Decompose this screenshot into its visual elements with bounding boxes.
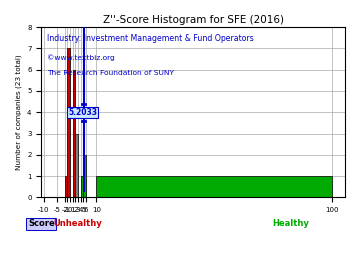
- Bar: [65, 176, 67, 197]
- Text: 5.2033: 5.2033: [68, 108, 97, 117]
- Bar: [96, 176, 332, 197]
- Text: Unhealthy: Unhealthy: [53, 220, 102, 228]
- Title: Z''-Score Histogram for SFE (2016): Z''-Score Histogram for SFE (2016): [103, 15, 284, 25]
- Bar: [67, 48, 70, 197]
- Bar: [73, 70, 75, 197]
- Text: Healthy: Healthy: [272, 220, 309, 228]
- Bar: [75, 134, 78, 197]
- Text: ©www.textbiz.org: ©www.textbiz.org: [47, 54, 114, 61]
- Text: The Research Foundation of SUNY: The Research Foundation of SUNY: [47, 70, 174, 76]
- Y-axis label: Number of companies (23 total): Number of companies (23 total): [15, 55, 22, 170]
- Bar: [83, 155, 86, 197]
- Text: Industry: Investment Management & Fund Operators: Industry: Investment Management & Fund O…: [47, 34, 253, 43]
- Text: Score: Score: [28, 220, 55, 228]
- Bar: [81, 176, 83, 197]
